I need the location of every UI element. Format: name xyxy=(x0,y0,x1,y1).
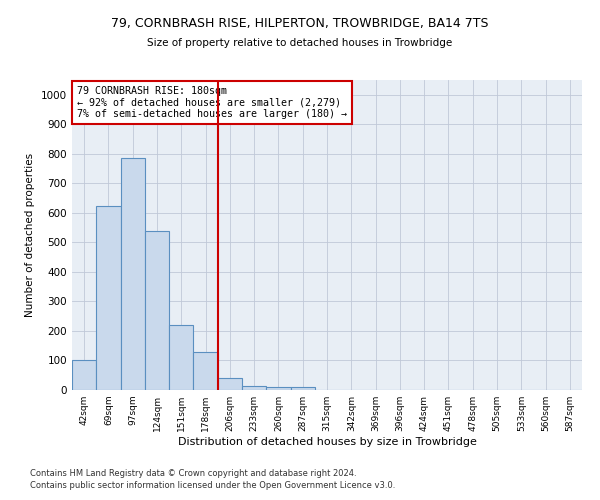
Text: 79 CORNBRASH RISE: 180sqm
← 92% of detached houses are smaller (2,279)
7% of sem: 79 CORNBRASH RISE: 180sqm ← 92% of detac… xyxy=(77,86,347,120)
Bar xyxy=(266,387,290,390)
Bar xyxy=(218,378,242,390)
X-axis label: Distribution of detached houses by size in Trowbridge: Distribution of detached houses by size … xyxy=(178,437,476,447)
Bar xyxy=(145,230,169,390)
Bar xyxy=(72,360,96,390)
Bar xyxy=(96,206,121,390)
Y-axis label: Number of detached properties: Number of detached properties xyxy=(25,153,35,317)
Bar xyxy=(121,158,145,390)
Text: 79, CORNBRASH RISE, HILPERTON, TROWBRIDGE, BA14 7TS: 79, CORNBRASH RISE, HILPERTON, TROWBRIDG… xyxy=(111,18,489,30)
Text: Contains public sector information licensed under the Open Government Licence v3: Contains public sector information licen… xyxy=(30,481,395,490)
Text: Contains HM Land Registry data © Crown copyright and database right 2024.: Contains HM Land Registry data © Crown c… xyxy=(30,468,356,477)
Bar xyxy=(169,325,193,390)
Bar xyxy=(290,387,315,390)
Text: Size of property relative to detached houses in Trowbridge: Size of property relative to detached ho… xyxy=(148,38,452,48)
Bar xyxy=(193,352,218,390)
Bar xyxy=(242,386,266,390)
